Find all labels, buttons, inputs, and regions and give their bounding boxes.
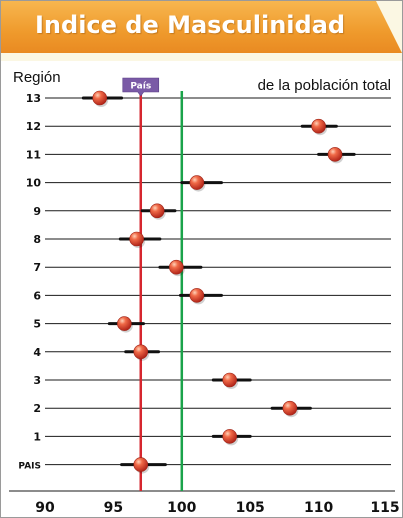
y-tick-3: 3 xyxy=(33,374,41,387)
point-7 xyxy=(169,259,184,275)
point-13 xyxy=(92,90,108,106)
y-tick-6: 6 xyxy=(33,289,41,302)
point-PAIS xyxy=(133,457,149,472)
pais-badge-label: País xyxy=(130,82,151,92)
point-10 xyxy=(189,175,205,190)
point-6 xyxy=(189,288,205,303)
point-3 xyxy=(222,372,237,388)
x-tick-105: 105 xyxy=(236,500,265,516)
x-tick-115: 115 xyxy=(370,500,399,516)
y-tick-1: 1 xyxy=(33,430,41,443)
point-9 xyxy=(149,203,165,219)
plot-background xyxy=(1,61,402,517)
y-tick-7: 7 xyxy=(33,261,41,274)
point-5 xyxy=(117,316,132,331)
point-1 xyxy=(222,429,237,444)
point-12 xyxy=(311,118,326,134)
y-tick-8: 8 xyxy=(33,233,41,246)
y-axis-label: Región xyxy=(13,69,61,86)
y-tick-4: 4 xyxy=(33,346,41,359)
y-tick-11: 11 xyxy=(26,148,41,161)
y-tick-2: 2 xyxy=(33,402,41,415)
point-2 xyxy=(282,400,298,416)
chart-title: Indice de Masculinidad xyxy=(35,11,346,39)
y-tick-12: 12 xyxy=(26,120,41,133)
y-tick-10: 10 xyxy=(26,177,42,190)
pais-badge-shape xyxy=(122,77,160,97)
point-11 xyxy=(327,147,343,162)
subtitle: de la población total xyxy=(258,77,391,94)
title-banner: Indice de Masculinidad xyxy=(1,1,402,53)
y-tick-PAIS: PAIS xyxy=(18,462,41,472)
y-tick-13: 13 xyxy=(26,92,41,105)
x-tick-labels: 90 95 100 105 110 115 xyxy=(35,500,399,516)
reference-lines xyxy=(139,91,184,491)
data-points xyxy=(92,90,344,474)
pais-badge: País xyxy=(122,77,160,97)
y-tick-labels: 13 12 11 10 9 8 7 6 5 4 3 2 1 PAIS xyxy=(18,92,41,472)
x-tick-100: 100 xyxy=(167,500,196,516)
x-tick-95: 95 xyxy=(104,500,123,516)
point-4 xyxy=(133,344,149,360)
point-8 xyxy=(129,231,144,247)
y-tick-5: 5 xyxy=(33,318,41,331)
x-tick-110: 110 xyxy=(304,500,333,516)
dot-plot: 13 12 11 10 9 8 7 6 5 4 3 2 1 PAIS 90 95 100 105 110 115 R… xyxy=(1,61,402,517)
x-tick-90: 90 xyxy=(35,500,55,516)
banner-corner xyxy=(376,1,402,53)
y-tick-9: 9 xyxy=(33,205,41,218)
